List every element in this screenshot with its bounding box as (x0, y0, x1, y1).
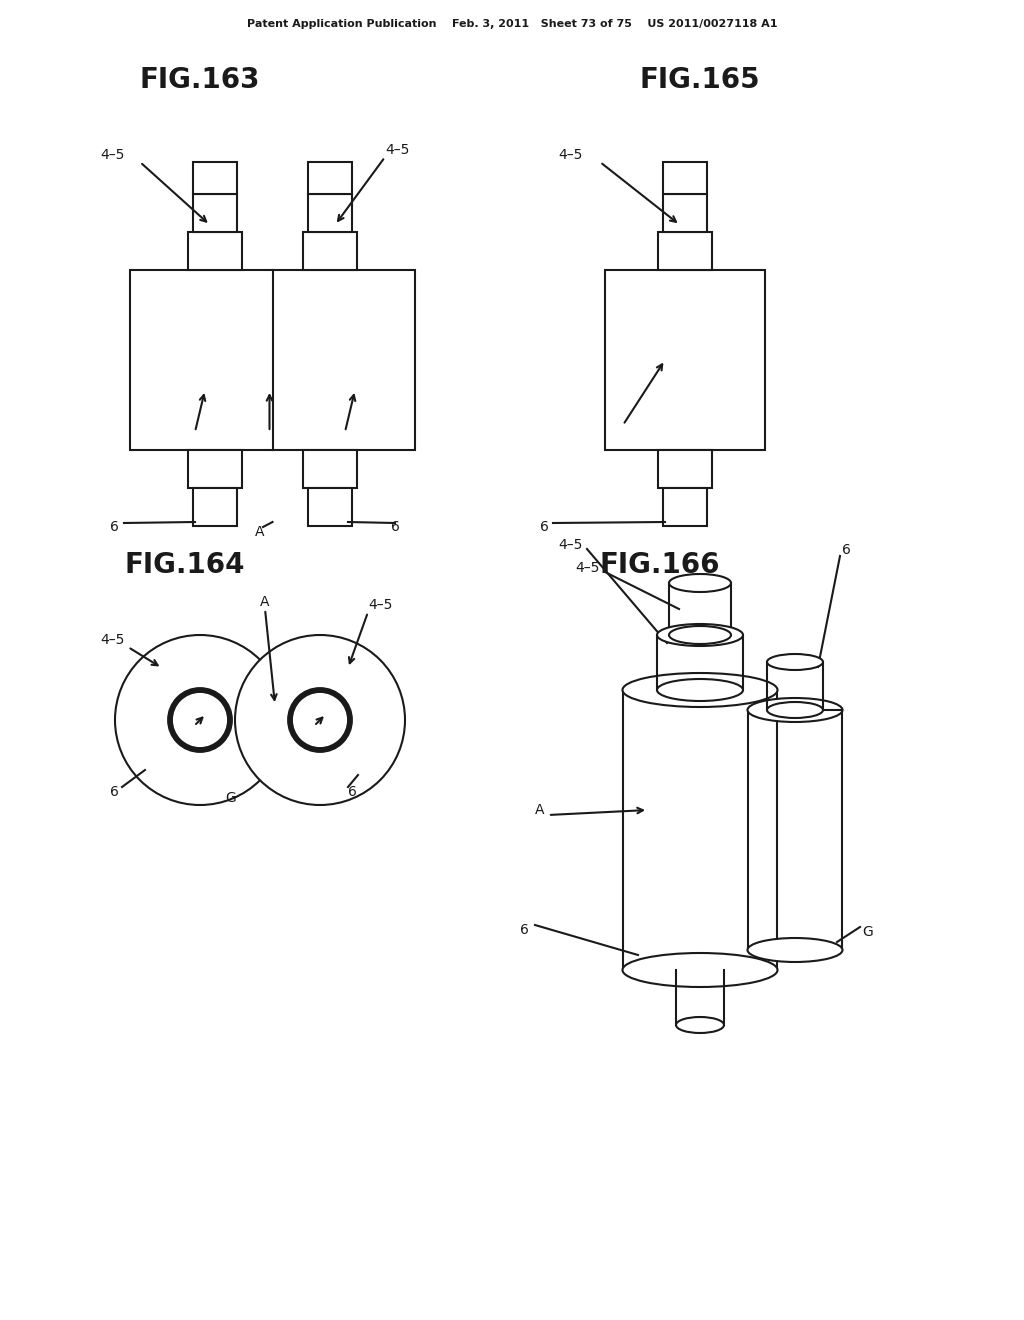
Text: 4–5: 4–5 (558, 148, 583, 162)
Bar (663, 162, 707, 194)
Text: 6: 6 (520, 923, 528, 937)
Ellipse shape (657, 624, 743, 645)
Circle shape (115, 635, 285, 805)
Ellipse shape (767, 702, 823, 718)
Text: 6: 6 (842, 543, 851, 557)
Text: 4–5: 4–5 (558, 539, 583, 552)
Ellipse shape (748, 698, 843, 722)
Bar (308, 162, 352, 194)
Ellipse shape (669, 574, 731, 591)
Bar (130, 271, 415, 450)
Circle shape (170, 690, 230, 750)
Bar (188, 450, 242, 488)
Circle shape (290, 690, 350, 750)
Ellipse shape (676, 1016, 724, 1034)
Text: A: A (260, 595, 269, 609)
Bar (663, 488, 707, 525)
Ellipse shape (767, 653, 823, 671)
Text: 6: 6 (110, 785, 119, 799)
Text: 4–5: 4–5 (100, 148, 124, 162)
Text: 6: 6 (348, 785, 357, 799)
Text: FIG.163: FIG.163 (139, 66, 260, 94)
Ellipse shape (748, 939, 843, 962)
Bar (193, 488, 237, 525)
Text: 6: 6 (540, 520, 549, 535)
Text: 4–5: 4–5 (100, 634, 124, 647)
Text: G: G (862, 925, 872, 939)
Bar (658, 450, 712, 488)
Ellipse shape (669, 626, 731, 644)
Text: Patent Application Publication    Feb. 3, 2011   Sheet 73 of 75    US 2011/00271: Patent Application Publication Feb. 3, 2… (247, 18, 777, 29)
Bar (303, 450, 357, 488)
Bar (188, 232, 242, 271)
Text: 4–5: 4–5 (385, 143, 410, 157)
Text: 4–5: 4–5 (575, 561, 599, 576)
Text: G: G (225, 791, 236, 805)
Circle shape (234, 635, 406, 805)
Bar (308, 194, 352, 232)
Bar (605, 271, 765, 450)
Bar (663, 194, 707, 232)
Text: FIG.165: FIG.165 (640, 66, 760, 94)
Ellipse shape (623, 953, 777, 987)
Ellipse shape (657, 678, 743, 701)
Text: FIG.166: FIG.166 (600, 550, 721, 579)
Ellipse shape (623, 673, 777, 708)
Text: FIG.164: FIG.164 (125, 550, 246, 579)
Bar (658, 232, 712, 271)
Bar (303, 232, 357, 271)
Bar (193, 194, 237, 232)
Bar (193, 162, 237, 194)
Text: A: A (255, 525, 264, 539)
Bar (308, 488, 352, 525)
Text: A: A (535, 803, 545, 817)
Text: 4–5: 4–5 (368, 598, 392, 612)
Text: 6: 6 (391, 520, 400, 535)
Text: 6: 6 (110, 520, 119, 535)
